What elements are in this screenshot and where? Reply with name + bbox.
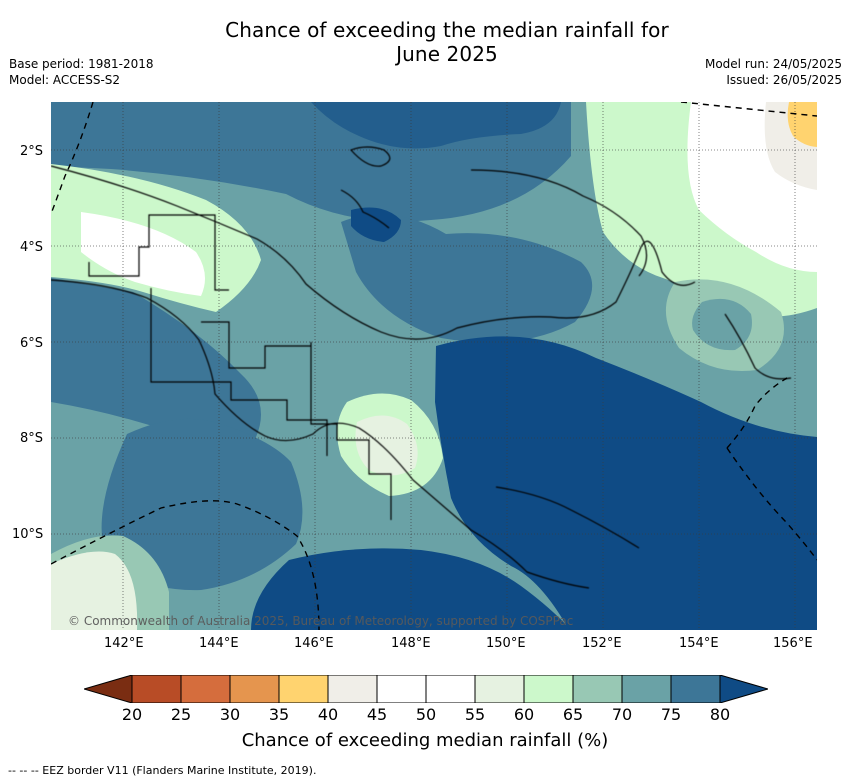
map-shade-southwest	[101, 418, 303, 591]
colorbar-tick-40: 40	[317, 705, 339, 724]
colorbar-tick-55: 55	[464, 705, 486, 724]
colorbar-tick-25: 25	[170, 705, 192, 724]
colorbar-segment	[425, 675, 476, 703]
colorbar-segment	[131, 675, 182, 703]
province-border-south	[310, 342, 392, 520]
map-shade-center	[341, 214, 593, 343]
title-line-1: Chance of exceeding the median rainfall …	[225, 18, 669, 42]
province-border-center	[150, 288, 328, 456]
province-border-inner	[201, 321, 311, 369]
map-shade-south	[251, 548, 571, 630]
colorbar-segment	[474, 675, 525, 703]
lat-label-2s: 2°S	[20, 144, 44, 159]
page-title: Chance of exceeding the median rainfall …	[0, 18, 850, 66]
colorbar-label: Chance of exceeding median rainfall (%)	[241, 730, 609, 751]
model-run-text: Model run: 24/05/2025	[704, 57, 842, 71]
issued-text: Issued: 26/05/2025	[726, 73, 842, 87]
map-shade-white-west	[81, 212, 205, 296]
map-shade-white-southwest	[51, 551, 138, 630]
island-north-1	[349, 146, 391, 167]
lon-label-144e: 144°E	[199, 636, 239, 651]
eez-border-east	[726, 377, 788, 449]
colorbar-tick-65: 65	[562, 705, 584, 724]
eez-footnote: -- -- -- EEZ border V11 (Flanders Marine…	[8, 764, 317, 777]
lon-label-152e: 152°E	[582, 636, 622, 651]
lon-label-146e: 146°E	[294, 636, 334, 651]
colorbar-segment	[180, 675, 231, 703]
colorbar-segment	[523, 675, 574, 703]
colorbar-tick-50: 50	[415, 705, 437, 724]
colorbar-tick-45: 45	[366, 705, 388, 724]
eez-border-northwest	[51, 102, 94, 215]
northern-coastline	[51, 165, 696, 340]
colorbar-segment	[278, 675, 329, 703]
colorbar-tick-35: 35	[268, 705, 290, 724]
colorbar-segment	[621, 675, 672, 703]
lat-label-4s: 4°S	[20, 240, 44, 255]
lon-label-150e: 150°E	[486, 636, 526, 651]
colorbar-tick-30: 30	[219, 705, 241, 724]
eez-border	[51, 102, 817, 630]
eez-border-southeast	[726, 447, 817, 561]
colorbar	[84, 675, 768, 703]
lat-label-10s: 10°S	[12, 527, 44, 542]
probability-map	[51, 102, 817, 630]
colorbar-segment	[376, 675, 427, 703]
map-shade-dark-north	[351, 207, 401, 242]
map-shade-southeast	[435, 336, 817, 630]
run-info: Model run: 24/05/2025 Issued: 26/05/2025	[705, 56, 842, 88]
map-shade-west	[51, 278, 261, 444]
colorbar-tick-80: 80	[709, 705, 731, 724]
map-shade-white-center	[355, 415, 418, 476]
lon-label-148e: 148°E	[391, 636, 431, 651]
colorbar-tick-70: 70	[611, 705, 633, 724]
new-ireland-coast	[470, 169, 648, 277]
title-line-2: June 2025	[396, 42, 498, 66]
lat-label-6s: 6°S	[20, 336, 44, 351]
colorbar-right-arrow	[719, 675, 768, 703]
model-info: Base period: 1981-2018 Model: ACCESS-S2	[9, 56, 154, 88]
coast-northern-bump	[340, 189, 390, 229]
eez-border-southwest	[51, 500, 320, 630]
eastern-island-coast	[724, 313, 792, 380]
colorbar-tick-60: 60	[513, 705, 535, 724]
lon-label-154e: 154°E	[679, 636, 719, 651]
model-text: Model: ACCESS-S2	[9, 73, 121, 87]
colorbar-tick-75: 75	[660, 705, 682, 724]
colorbar-segment	[229, 675, 280, 703]
map-shade-east-island-core	[692, 298, 752, 351]
coastline-outlines	[51, 146, 792, 589]
colorbar-segment	[327, 675, 378, 703]
graticule-lines	[51, 102, 817, 630]
colorbar-left-arrow	[84, 675, 133, 703]
eez-border-northeast	[680, 102, 817, 117]
lon-label-156e: 156°E	[773, 636, 813, 651]
base-period-text: Base period: 1981-2018	[9, 57, 154, 71]
map-area	[51, 102, 817, 630]
colorbar-segment	[572, 675, 623, 703]
lat-label-8s: 8°S	[20, 431, 44, 446]
province-border-west	[88, 214, 229, 291]
colorbar-segment	[670, 675, 721, 703]
southern-islands-coast	[495, 486, 640, 549]
colorbar-tick-20: 20	[121, 705, 143, 724]
lon-label-142e: 142°E	[104, 636, 144, 651]
map-shade-dark-top	[311, 102, 561, 149]
southern-coastline	[51, 279, 590, 589]
